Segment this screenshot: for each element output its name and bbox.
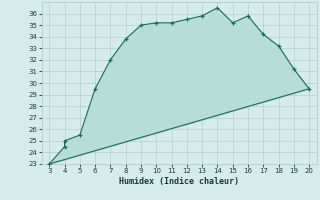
X-axis label: Humidex (Indice chaleur): Humidex (Indice chaleur) xyxy=(119,177,239,186)
